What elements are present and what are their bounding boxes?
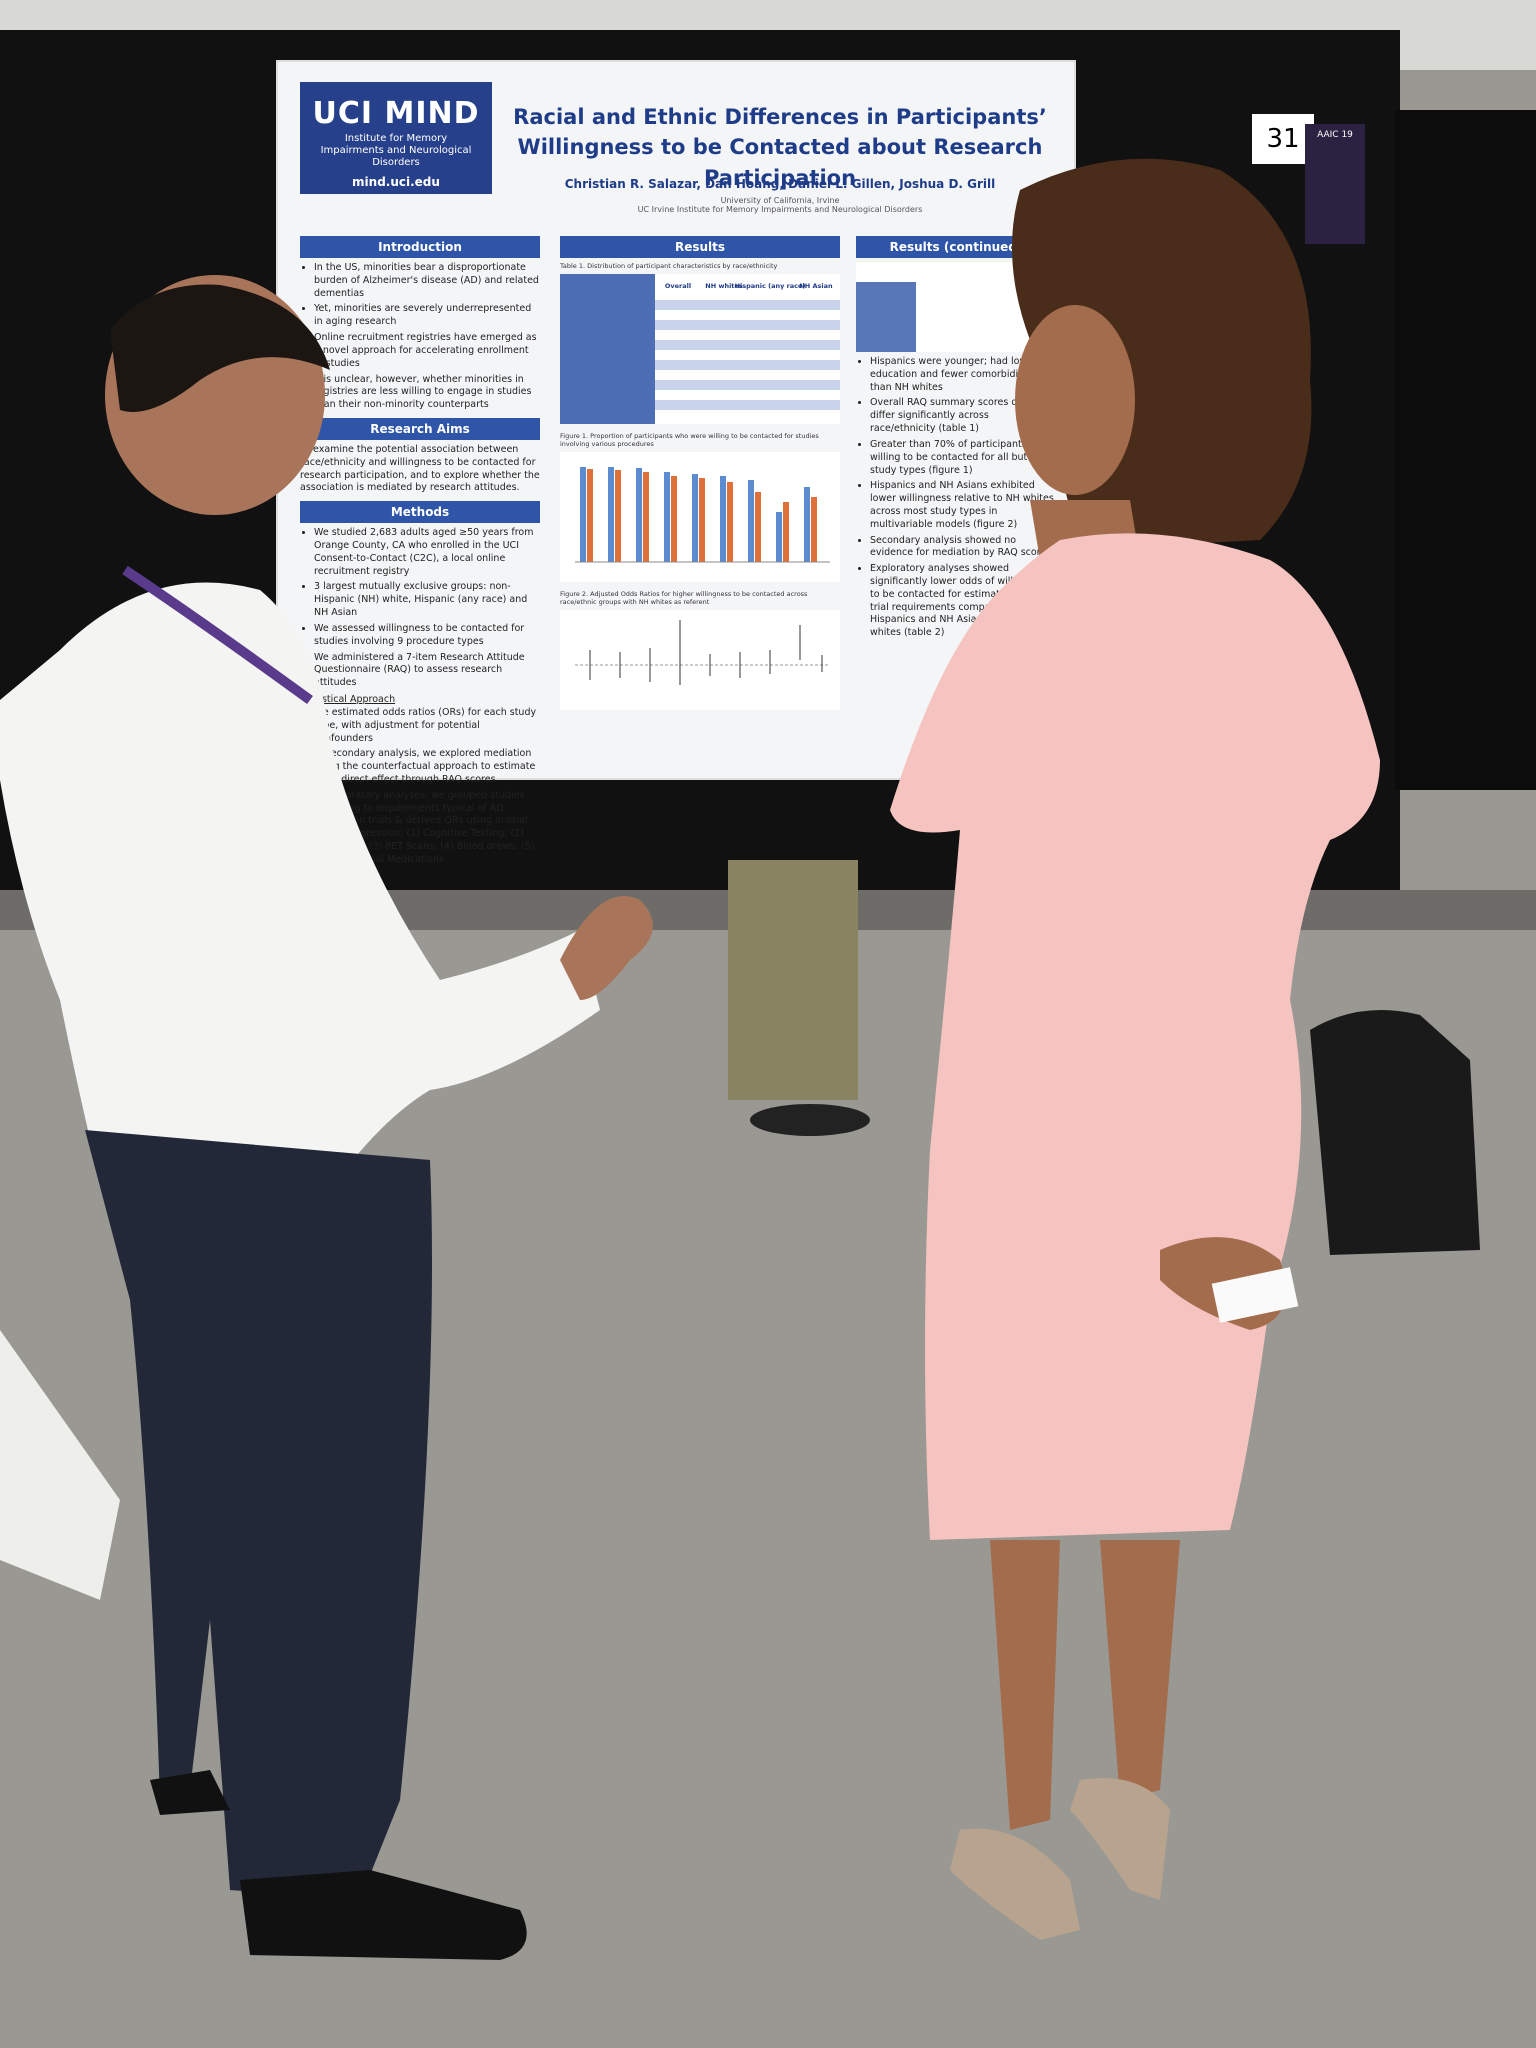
conference-sign: AAIC 19 [1305,124,1365,244]
bullet: In the US, minorities bear a disproporti… [314,262,540,300]
bullet: Secondary analysis showed no evidence fo… [870,535,1056,561]
figure-bars [580,467,817,562]
man-shoe [150,1770,230,1815]
background-person-legs [728,860,858,1100]
bullet: Greater than 70% of participants were wi… [870,439,1056,477]
bullet-list: We studied 2,683 adults aged ≥50 years f… [300,527,540,690]
logo: UCI MIND Institute for Memory Impairment… [300,82,492,194]
table-row-headers [560,274,655,424]
woman [890,158,1380,1940]
bullet: 3 largest mutually exclusive groups: non… [314,581,540,619]
logo-url: mind.uci.edu [352,175,440,189]
bullet: Overall RAQ summary scores did not diffe… [870,397,1056,435]
woman-legs [990,1540,1180,1830]
subheading: Statistical Approach [300,693,396,705]
woman-shoes [950,1778,1170,1940]
bullet: In exploratory analyses, we grouped stud… [314,790,540,867]
column-left: Introduction In the US, minorities bear … [300,230,540,870]
bullet: Online recruitment registries have emerg… [314,332,540,370]
man-hand [560,896,653,1000]
table-header-cell: Overall [665,282,691,290]
bullet: We estimated odds ratios (ORs) for each … [314,707,540,745]
side-panel [1395,110,1536,790]
backpack [1310,1010,1480,1255]
poster-title: Racial and Ethnic Differences in Partici… [513,105,1047,190]
table-stripes [655,300,840,410]
figure-2 [560,610,840,710]
table-header-cell: NH Asian [799,282,833,290]
woman-dress [890,533,1380,1540]
section-heading: Methods [300,501,540,524]
bullet: Hispanics were younger; had lower educat… [870,356,1056,394]
lanyard [122,565,313,705]
woman-face [1015,305,1135,495]
logo-name: UCI MIND [312,96,480,131]
section-heading: Results [560,236,840,258]
table-row-headers [856,282,916,352]
table-header-cell: NH whites [705,282,743,290]
bullet: In secondary analysis, we explored media… [314,748,540,786]
bullet: We administered a 7-item Research Attitu… [314,652,540,690]
bullet: We assessed willingness to be contacted … [314,623,540,649]
bullet: We studied 2,683 adults aged ≥50 years f… [314,527,540,578]
figure-bg [560,610,840,710]
booth-number: 31 [1252,114,1314,164]
error-bars [589,620,823,685]
background-person-shoes [750,1104,870,1136]
man-shoe [240,1870,527,1960]
logo-institute: Institute for Memory Impairments and Neu… [320,133,472,168]
man [0,275,653,1960]
bullet-list: We estimated odds ratios (ORs) for each … [300,707,540,867]
figure-1 [560,452,840,582]
bullet: Hispanics and NH Asians exhibited lower … [870,480,1056,531]
figure-caption: Figure 1. Proportion of participants who… [560,432,819,448]
table-header-cell: Hispanic (any race) [735,282,806,290]
poster: UCI MIND Institute for Memory Impairment… [278,62,1074,865]
poster-authors: Christian R. Salazar, Dan Hoang, Daniel … [564,177,996,191]
rolled-poster [0,1330,120,1600]
man-pants [85,1130,432,1900]
bullet: Exploratory analyses showed significantl… [870,563,1056,640]
bullet: Yet, minorities are severely underrepres… [314,303,540,329]
bullet: It is unclear, however, whether minoriti… [314,374,540,412]
figure-caption: Figure 2. Adjusted Odds Ratios for highe… [560,590,808,606]
section-heading: Introduction [300,236,540,258]
affiliation: UC Irvine Institute for Memory Impairmen… [637,205,923,214]
table-caption: Table 1. Distribution of participant cha… [560,262,778,270]
man-hair [110,284,330,412]
bullet-list: In the US, minorities bear a disproporti… [300,262,540,412]
section-heading: Research Aims [300,417,540,440]
poster-affiliations: University of California, Irvine UC Irvi… [510,196,1050,214]
section-heading: Results (continued) [856,236,1056,258]
business-card [1211,1267,1299,1323]
aims-text: To examine the potential association bet… [300,443,540,494]
column-middle: Results Table 1. Distribution of partici… [560,230,840,714]
bullet-list: Hispanics were younger; had lower educat… [856,356,1056,640]
man-shirt [0,582,600,1190]
affiliation: University of California, Irvine [720,196,840,205]
